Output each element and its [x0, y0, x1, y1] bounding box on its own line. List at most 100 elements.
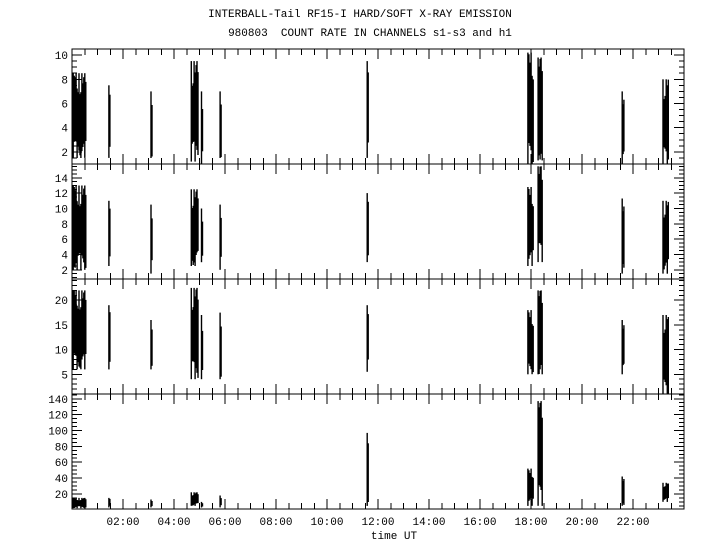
- x-tick-label: 16:00: [463, 517, 496, 529]
- data-bar-s2: [664, 214, 666, 266]
- data-bar-s1: [539, 58, 541, 160]
- data-bar-s1: [77, 92, 79, 147]
- data-bar-s1: [528, 54, 530, 143]
- data-bar-s2: [74, 190, 76, 268]
- y-tick-label: 10: [55, 346, 68, 358]
- data-bar-h1: [75, 497, 77, 507]
- x-tick-label: 14:00: [412, 517, 445, 529]
- data-bar-s3: [663, 332, 665, 380]
- data-bar-s2: [76, 201, 78, 270]
- data-bar-s1: [192, 83, 194, 142]
- data-bar-s3: [79, 309, 81, 368]
- data-bar-s2: [530, 187, 532, 253]
- data-bar-s2: [83, 188, 85, 263]
- data-bar-s2: [667, 201, 669, 260]
- data-bar-s2: [150, 204, 152, 274]
- data-bar-s2: [73, 187, 75, 267]
- data-bar-s3: [77, 308, 79, 363]
- y-tick-label: 5: [61, 370, 68, 382]
- data-bar-s2: [537, 166, 539, 263]
- data-bar-s1: [366, 61, 368, 158]
- data-bar-s3: [367, 314, 369, 360]
- data-bar-h1: [108, 497, 110, 508]
- data-bar-h1: [190, 492, 192, 506]
- data-bar-s2: [85, 194, 87, 268]
- data-bar-s1: [531, 75, 533, 164]
- data-bar-s1: [665, 79, 667, 152]
- data-bar-s1: [194, 72, 196, 162]
- data-bar-s2: [200, 208, 203, 263]
- data-bar-h1: [84, 497, 86, 509]
- data-bar-h1: [219, 495, 221, 508]
- data-bar-s1: [84, 73, 86, 158]
- y-tick-label: 60: [55, 458, 68, 470]
- data-bar-h1: [662, 482, 664, 502]
- data-bar-h1: [192, 495, 194, 506]
- data-bar-s1: [527, 52, 529, 164]
- data-bar-s1: [80, 92, 82, 158]
- y-tick-label: 4: [61, 124, 68, 136]
- data-bar-s1: [541, 71, 543, 161]
- x-tick-label: 20:00: [565, 517, 598, 529]
- data-bar-s1: [85, 81, 87, 141]
- data-bar-h1: [77, 500, 79, 507]
- data-bar-s1: [537, 57, 539, 161]
- y-tick-label: 10: [55, 51, 68, 63]
- data-bar-s1: [151, 105, 153, 157]
- data-bar-h1: [73, 497, 75, 508]
- data-bar-h1: [151, 501, 153, 507]
- data-bar-h1: [663, 487, 665, 500]
- data-bar-h1: [530, 468, 532, 499]
- data-bar-s1: [150, 91, 152, 158]
- data-bar-s3: [662, 315, 664, 394]
- data-bar-s3: [529, 317, 531, 367]
- data-bar-s3: [528, 312, 530, 364]
- data-bar-s3: [530, 310, 532, 370]
- data-bar-h1: [623, 479, 625, 505]
- data-bar-s3: [73, 291, 75, 354]
- data-bar-s3: [195, 289, 197, 369]
- data-bar-h1: [366, 432, 368, 506]
- data-bar-s3: [538, 296, 540, 374]
- data-bar-s1: [197, 72, 199, 155]
- data-bar-s1: [193, 61, 195, 142]
- data-bar-h1: [196, 492, 198, 504]
- data-bar-s3: [197, 299, 199, 378]
- data-bar-s2: [528, 189, 530, 259]
- data-bar-h1: [540, 401, 542, 490]
- data-bar-s2: [78, 185, 80, 254]
- x-tick-label: 22:00: [616, 517, 649, 529]
- y-tick-label: 40: [55, 474, 68, 486]
- data-bar-s2: [219, 204, 221, 270]
- data-bar-h1: [109, 498, 111, 506]
- data-bar-s3: [541, 302, 543, 375]
- y-tick-label: 20: [55, 490, 68, 502]
- data-bar-s1: [530, 52, 532, 151]
- data-bar-s2: [192, 205, 194, 265]
- data-bar-h1: [532, 477, 534, 499]
- y-tick-label: 100: [48, 426, 68, 438]
- data-bar-s2: [529, 194, 531, 256]
- y-tick-label: 12: [55, 189, 68, 201]
- data-bar-s1: [667, 79, 669, 160]
- data-bar-h1: [537, 401, 539, 506]
- data-bar-h1: [541, 417, 543, 506]
- data-bar-s3: [193, 287, 195, 363]
- y-tick-label: 80: [55, 442, 68, 454]
- panel-frame-s3: [71, 278, 685, 395]
- data-bar-s3: [78, 290, 80, 367]
- data-bar-s3: [200, 315, 203, 380]
- data-bar-h1: [150, 499, 152, 508]
- data-bar-s2: [539, 166, 541, 244]
- data-bar-s2: [191, 208, 193, 261]
- data-bar-s3: [664, 329, 666, 382]
- data-bar-s3: [540, 290, 542, 365]
- y-tick-label: 4: [61, 250, 68, 262]
- data-bar-s3: [109, 312, 111, 362]
- data-bar-h1: [220, 498, 222, 506]
- data-bar-s2: [196, 189, 198, 253]
- data-bar-h1: [201, 503, 204, 507]
- data-bar-h1: [622, 481, 624, 504]
- data-bar-h1: [74, 498, 76, 508]
